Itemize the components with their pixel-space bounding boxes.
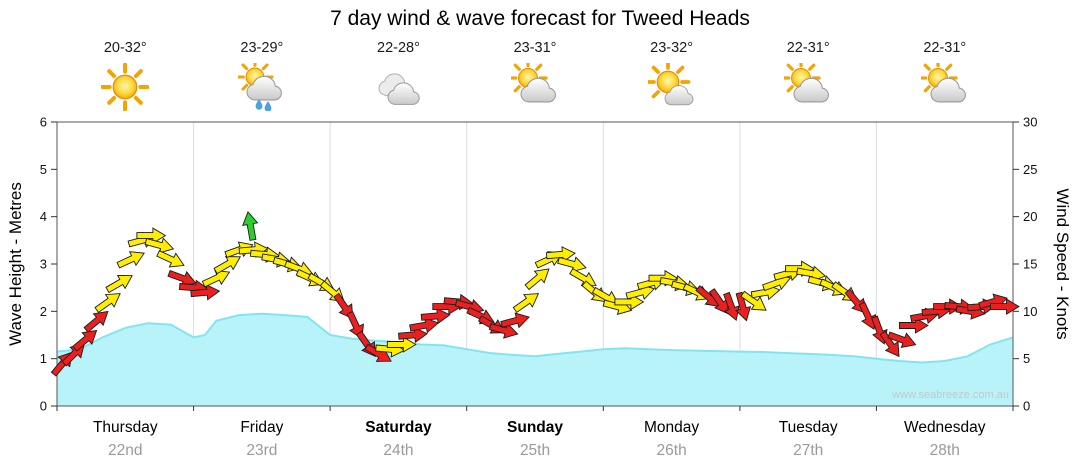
day-label-thursday: Thursday 22nd: [57, 419, 194, 460]
wind-tick-label: 30: [1023, 115, 1037, 130]
wave-tick-label: 4: [40, 209, 47, 224]
weather-icon-thursday: [101, 63, 149, 111]
wave-tick-label: 2: [40, 304, 47, 319]
day-label-tuesday: Tuesday 27th: [740, 419, 877, 460]
wind-arrow: [545, 246, 576, 263]
temp-range: 23-32°: [650, 40, 694, 56]
wind-arrow: [386, 336, 417, 353]
wind-arrow: [242, 210, 259, 241]
day-label-wednesday: Wednesday 28th: [876, 419, 1013, 460]
day-date: 25th: [519, 442, 551, 459]
day-name: Tuesday: [778, 419, 838, 436]
temp-range: 23-31°: [513, 40, 557, 56]
wind-arrow: [190, 284, 221, 301]
day-header-wednesday: 22-31°: [876, 40, 1013, 111]
wind-arrow: [105, 274, 133, 294]
wind-arrow: [708, 288, 729, 315]
wave-tick-label: 3: [40, 257, 47, 272]
wind-arrow: [512, 293, 540, 314]
day-date: 28th: [929, 442, 960, 459]
day-labels: Thursday 22nd Friday 23rd Saturday 24th …: [57, 419, 1013, 460]
day-date: 24th: [383, 442, 414, 459]
wind-arrow: [72, 329, 98, 352]
day-header-tuesday: 22-31°: [740, 40, 877, 111]
wind-tick-label: 10: [1023, 304, 1037, 319]
watermark: www.seabreeze.com.au: [892, 389, 1009, 401]
day-name: Monday: [644, 419, 700, 436]
wind-arrow: [83, 310, 109, 333]
weather-icon-saturday: [374, 63, 422, 111]
wind-arrow: [144, 237, 175, 254]
wind-arrow: [887, 331, 917, 349]
wave-area: [57, 313, 1013, 406]
wave-line: [56, 312, 1014, 364]
wind-arrow: [990, 298, 1020, 315]
wind-arrow: [94, 293, 121, 314]
day-date: 27th: [793, 442, 824, 459]
wind-tick-label: 0: [1023, 399, 1030, 414]
wind-arrow: [213, 256, 242, 275]
day-date: 23rd: [246, 442, 278, 459]
wind-arrow: [398, 326, 429, 344]
temp-range: 20-32°: [103, 40, 147, 56]
day-name: Thursday: [92, 419, 158, 436]
day-name: Saturday: [365, 419, 432, 436]
weather-icon-monday: [648, 63, 696, 111]
wind-arrow: [488, 322, 519, 339]
wind-tick-label: 15: [1023, 257, 1037, 272]
day-label-monday: Monday 26th: [603, 419, 740, 460]
day-header-saturday: 22-28°: [330, 40, 467, 111]
temp-range: 22-31°: [786, 40, 830, 56]
wave-axis-label: Wave Height - Metres: [6, 182, 25, 346]
wind-tick-label: 20: [1023, 209, 1037, 224]
day-label-saturday: Saturday 24th: [330, 419, 467, 460]
wind-arrow: [333, 292, 354, 320]
wind-arrow: [524, 268, 550, 291]
wave-tick-label: 1: [40, 351, 47, 366]
day-date: 26th: [656, 442, 687, 459]
page-title: 7 day wind & wave forecast for Tweed Hea…: [330, 7, 750, 30]
wind-arrow: [346, 310, 364, 340]
wind-arrow: [420, 307, 451, 325]
day-label-sunday: Sunday 25th: [467, 419, 604, 460]
wind-arrow: [409, 317, 440, 334]
wind-arrow: [723, 291, 740, 322]
wave-tick-label: 6: [40, 115, 47, 130]
wind-tick-label: 5: [1023, 351, 1030, 366]
wind-arrow: [735, 291, 752, 322]
wind-arrow: [156, 250, 185, 268]
temp-range: 22-28°: [377, 40, 420, 56]
day-header-sunday: 23-31°: [467, 40, 604, 111]
temp-range: 22-31°: [923, 40, 967, 56]
day-date: 22nd: [108, 442, 143, 459]
wave-tick-label: 5: [40, 162, 47, 177]
day-name: Wednesday: [903, 419, 986, 436]
day-header-thursday: 20-32°: [57, 40, 194, 111]
day-name: Friday: [240, 419, 284, 436]
day-header-friday: 23-29°: [194, 40, 331, 111]
day-header-monday: 23-32°: [603, 40, 740, 111]
weather-icon-tuesday: [784, 63, 832, 111]
weather-icon-wednesday: [921, 63, 969, 111]
wind-arrow: [500, 312, 530, 329]
wind-arrow: [898, 317, 929, 334]
wind-arrow: [201, 270, 231, 288]
day-headers: 20-32° 23-29° 22-28° 23-31° 23-32° 22-31…: [57, 40, 1013, 111]
day-label-friday: Friday 23rd: [194, 419, 331, 460]
temp-range: 23-29°: [240, 40, 284, 56]
weather-icon-sunday: [511, 63, 559, 111]
wind-arrow: [116, 251, 145, 269]
day-name: Sunday: [507, 419, 564, 436]
wind-arrow: [740, 290, 767, 311]
wind-arrow: [879, 330, 900, 358]
wind-tick-label: 25: [1023, 162, 1037, 177]
wind-arrow: [858, 301, 877, 331]
wind-arrow: [557, 256, 587, 273]
wind-arrow: [136, 227, 167, 244]
weather-icon-friday: [238, 63, 286, 111]
wind-axis-label: Wind Speed - Knots: [1053, 188, 1072, 340]
wave-tick-label: 0: [40, 399, 47, 414]
